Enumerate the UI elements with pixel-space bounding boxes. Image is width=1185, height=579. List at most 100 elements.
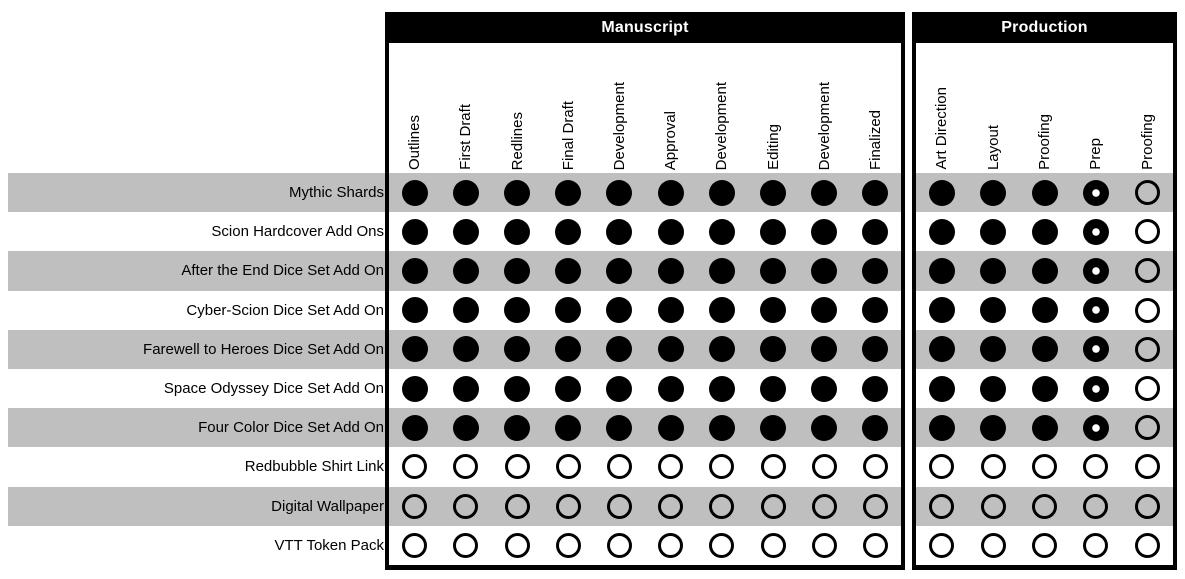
status-cell bbox=[440, 212, 491, 251]
status-cell bbox=[543, 291, 594, 330]
status-dot-filled bbox=[980, 297, 1007, 324]
status-dot-filled bbox=[555, 336, 582, 363]
status-dot-filled bbox=[811, 414, 838, 441]
status-dot-empty bbox=[606, 454, 632, 480]
table-row bbox=[916, 329, 1173, 369]
status-dot-filled bbox=[1031, 218, 1058, 245]
row-labels-column: Mythic Shards Scion Hardcover Add Ons Afte… bbox=[0, 12, 385, 570]
column-header-label: Approval bbox=[662, 110, 680, 170]
status-dot-filled bbox=[504, 297, 530, 324]
status-cell bbox=[696, 526, 747, 565]
status-dot-empty bbox=[929, 532, 955, 558]
status-cell bbox=[440, 447, 491, 486]
status-cell bbox=[799, 487, 850, 526]
status-cell bbox=[1070, 487, 1121, 526]
status-cell bbox=[850, 212, 901, 251]
status-cell bbox=[850, 251, 901, 290]
status-dot-filled bbox=[760, 336, 787, 363]
column-header-cell: Outlines bbox=[389, 43, 440, 173]
status-cell bbox=[1122, 251, 1173, 290]
status-cell bbox=[747, 447, 798, 486]
status-cell bbox=[543, 447, 594, 486]
status-dot-filled bbox=[555, 297, 582, 324]
row-label: Farewell to Heroes Dice Set Add On bbox=[8, 329, 385, 369]
status-dot-empty bbox=[709, 532, 735, 558]
status-dot-filled bbox=[401, 297, 428, 324]
manuscript-column-headers: Outlines First Draft Redlines Final Draft De… bbox=[389, 43, 901, 173]
status-cell bbox=[967, 369, 1018, 408]
status-cell bbox=[543, 487, 594, 526]
status-dot-filled bbox=[504, 257, 530, 284]
column-header-cell: Final Draft bbox=[543, 43, 594, 173]
status-cell bbox=[916, 291, 967, 330]
status-cell bbox=[543, 526, 594, 565]
status-cell bbox=[440, 330, 491, 369]
status-dot-filled bbox=[862, 336, 889, 363]
status-cell bbox=[967, 212, 1018, 251]
status-dot-filled bbox=[928, 336, 955, 363]
status-cell bbox=[799, 212, 850, 251]
status-dot-empty bbox=[929, 454, 955, 480]
column-header-label: Development bbox=[610, 81, 628, 170]
table-row bbox=[916, 291, 1173, 330]
status-dot-filled bbox=[657, 257, 684, 284]
column-header-label: Finalized bbox=[866, 109, 884, 170]
status-dot-filled bbox=[452, 336, 479, 363]
status-dot-filled bbox=[1031, 375, 1058, 402]
status-cell bbox=[696, 408, 747, 447]
row-label: Space Odyssey Dice Set Add On bbox=[163, 380, 384, 398]
status-cell bbox=[696, 369, 747, 408]
status-cell bbox=[645, 212, 696, 251]
status-cell bbox=[696, 487, 747, 526]
status-cell bbox=[594, 330, 645, 369]
status-dot-empty bbox=[1134, 180, 1160, 206]
status-cell bbox=[543, 408, 594, 447]
status-cell bbox=[491, 330, 542, 369]
status-cell bbox=[1070, 447, 1121, 486]
production-grid bbox=[916, 173, 1173, 565]
status-dot-filled bbox=[862, 297, 889, 324]
status-cell bbox=[967, 291, 1018, 330]
status-cell bbox=[594, 526, 645, 565]
status-dot-filled bbox=[811, 297, 838, 324]
status-cell bbox=[850, 330, 901, 369]
status-cell bbox=[440, 526, 491, 565]
status-cell bbox=[916, 526, 967, 565]
status-cell bbox=[799, 369, 850, 408]
status-dot-filled bbox=[606, 297, 633, 324]
status-dot-empty bbox=[1134, 336, 1160, 362]
table-row bbox=[916, 251, 1173, 291]
status-cell bbox=[645, 173, 696, 212]
status-dot-filled bbox=[401, 218, 428, 245]
column-header-label: First Draft bbox=[457, 104, 475, 170]
status-dot-partial bbox=[1082, 336, 1109, 363]
status-dot-filled bbox=[452, 218, 479, 245]
status-cell bbox=[491, 251, 542, 290]
status-dot-empty bbox=[453, 454, 479, 480]
table-row bbox=[916, 408, 1173, 448]
table-row bbox=[389, 408, 901, 448]
status-dot-filled bbox=[708, 375, 735, 402]
status-cell bbox=[594, 173, 645, 212]
status-cell bbox=[747, 173, 798, 212]
status-dot-empty bbox=[1134, 454, 1160, 480]
status-dot-empty bbox=[929, 493, 955, 519]
manuscript-grid bbox=[389, 173, 901, 565]
status-cell bbox=[1019, 212, 1070, 251]
status-cell bbox=[916, 487, 967, 526]
status-dot-filled bbox=[760, 297, 787, 324]
status-cell bbox=[645, 330, 696, 369]
status-dot-empty bbox=[1032, 532, 1058, 558]
status-cell bbox=[747, 408, 798, 447]
status-cell bbox=[696, 212, 747, 251]
status-cell bbox=[850, 408, 901, 447]
status-dot-filled bbox=[708, 179, 735, 206]
status-dot-filled bbox=[504, 336, 530, 363]
status-dot-filled bbox=[657, 414, 684, 441]
status-cell bbox=[799, 408, 850, 447]
status-cell bbox=[1019, 408, 1070, 447]
status-cell bbox=[967, 447, 1018, 486]
status-dot-empty bbox=[1134, 493, 1160, 519]
status-dot-filled bbox=[657, 179, 684, 206]
status-dot-filled bbox=[708, 414, 735, 441]
